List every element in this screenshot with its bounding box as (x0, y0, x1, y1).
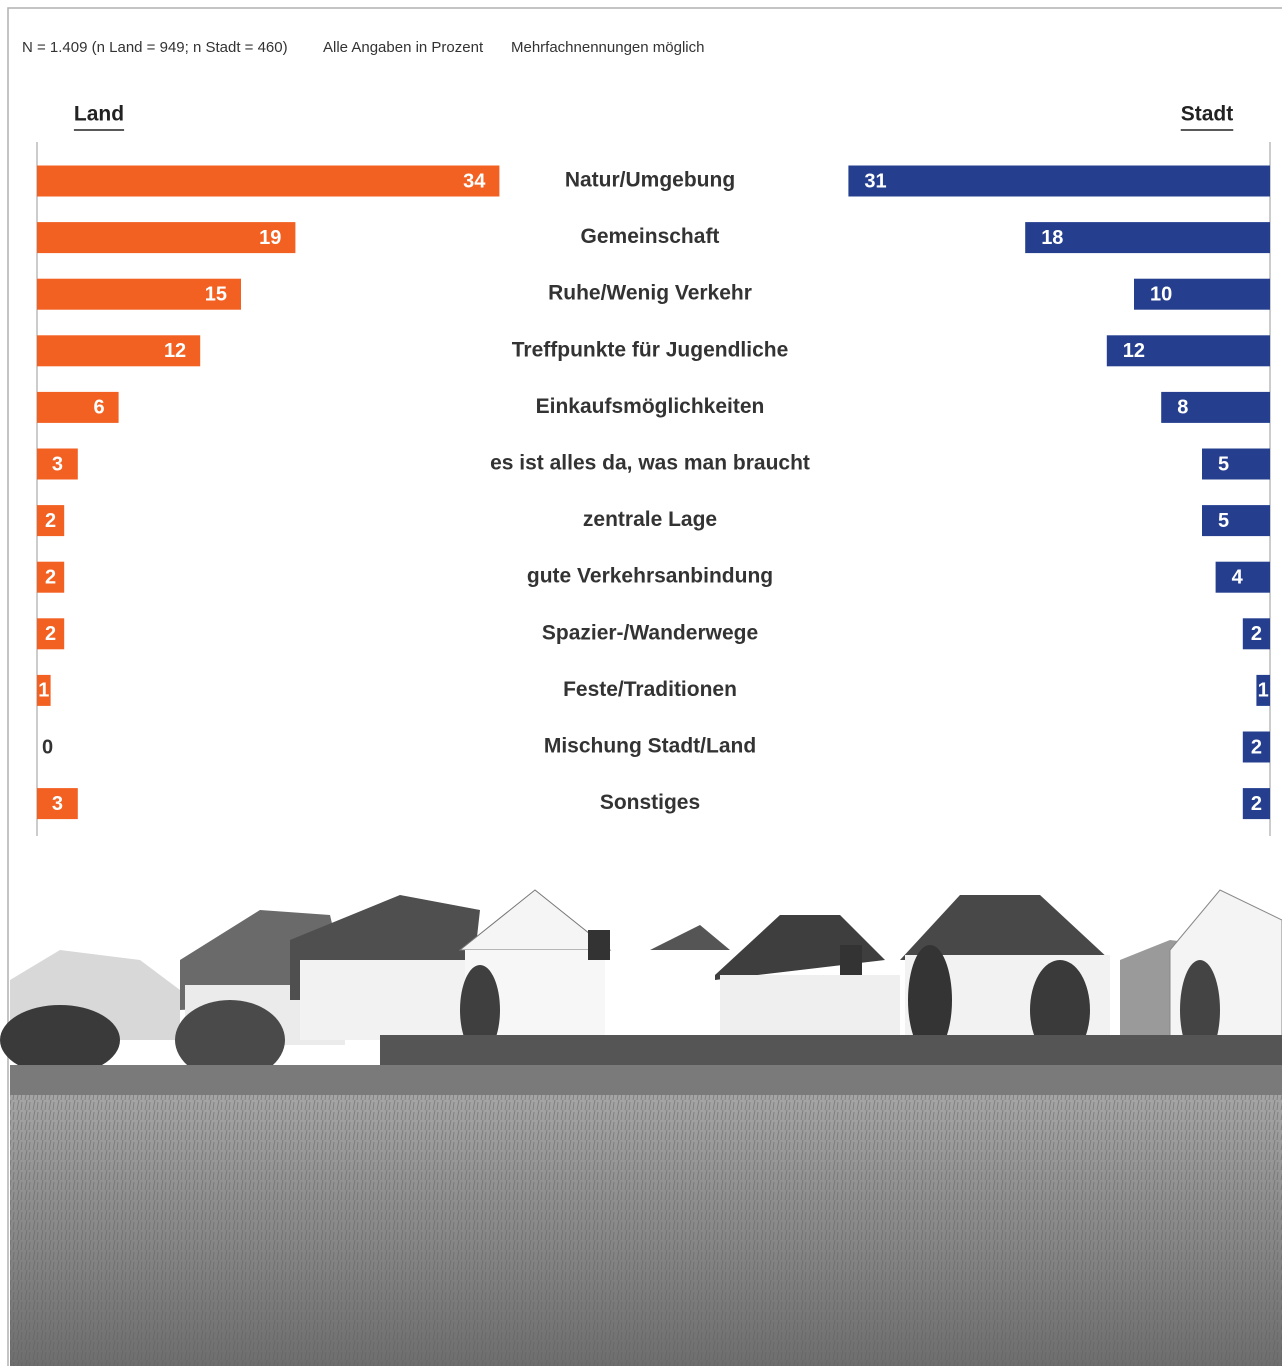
bar (1025, 222, 1270, 254)
bar (1202, 505, 1270, 537)
value-label: 0 (42, 736, 53, 758)
bar (1256, 674, 1270, 706)
value-label: 2 (45, 623, 56, 645)
value-label: 4 (1232, 566, 1244, 588)
value-label: 2 (45, 510, 56, 532)
bar (37, 618, 65, 650)
value-label: 6 (93, 397, 104, 419)
bar (37, 165, 500, 197)
bar (1215, 561, 1270, 593)
bar (37, 674, 51, 706)
value-label: 3 (52, 793, 63, 815)
value-label: 5 (1218, 510, 1229, 532)
value-label: 34 (463, 170, 486, 192)
note: N = 1.409 (n Land = 949; n Stadt = 460) (22, 39, 288, 56)
category-label: Treffpunkte für Jugendliche (512, 338, 789, 361)
bar (1106, 335, 1270, 367)
value-label: 10 (1150, 283, 1172, 305)
value-label: 18 (1041, 227, 1063, 249)
category-label: gute Verkehrsanbindung (527, 565, 773, 588)
photo (0, 889, 1282, 1366)
value-label: 2 (1251, 623, 1262, 645)
category-label: Spazier-/Wanderwege (542, 621, 758, 644)
bar (37, 278, 241, 310)
bar (848, 165, 1270, 197)
bar (37, 335, 201, 367)
category-label: Mischung Stadt/Land (544, 735, 756, 758)
category-label: Feste/Traditionen (563, 678, 737, 701)
bar (37, 391, 119, 423)
bar (1161, 391, 1270, 423)
category-label: Ruhe/Wenig Verkehr (548, 282, 752, 305)
value-label: 5 (1218, 453, 1229, 475)
bar (1134, 278, 1270, 310)
category-label: es ist alles da, was man braucht (490, 452, 810, 475)
note: Alle Angaben in Prozent (323, 39, 484, 56)
value-label: 8 (1177, 397, 1188, 419)
bar (1242, 731, 1270, 763)
bar (37, 505, 65, 537)
bar (1242, 618, 1270, 650)
category-label: Natur/Umgebung (565, 169, 735, 192)
category-label: zentrale Lage (583, 508, 717, 531)
value-label: 3 (52, 453, 63, 475)
bar (37, 788, 78, 820)
value-label: 19 (259, 227, 281, 249)
bar (37, 561, 65, 593)
value-label: 1 (38, 680, 49, 702)
value-label: 1 (1258, 680, 1269, 702)
value-label: 2 (1251, 793, 1262, 815)
value-label: 2 (1251, 736, 1262, 758)
value-label: 12 (164, 340, 186, 362)
legend-label: Land (74, 103, 124, 126)
bar (1202, 448, 1270, 480)
bar (37, 448, 78, 480)
bar (1242, 788, 1270, 820)
category-label: Einkaufsmöglichkeiten (536, 395, 765, 418)
value-label: 31 (864, 170, 886, 192)
frame (7, 7, 1282, 1366)
category-label: Sonstiges (600, 791, 700, 814)
note: Mehrfachnennungen möglich (511, 39, 704, 56)
value-label: 15 (205, 283, 227, 305)
value-label: 2 (45, 566, 56, 588)
legend-label: Stadt (1181, 103, 1234, 126)
bar (37, 222, 296, 254)
category-label: Gemeinschaft (581, 225, 720, 248)
value-label: 12 (1123, 340, 1145, 362)
